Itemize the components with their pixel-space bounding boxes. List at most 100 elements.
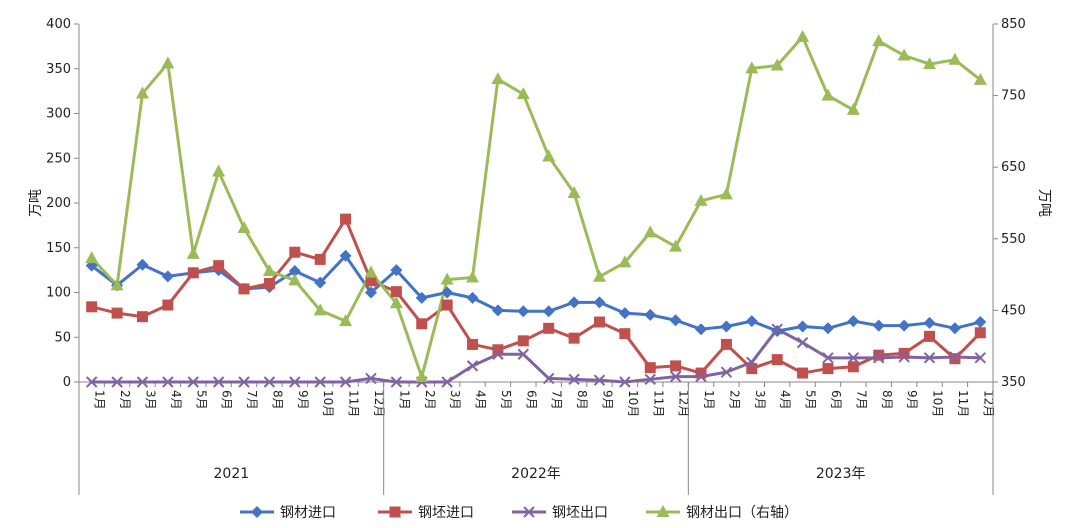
- x-marker-stroke: [619, 376, 631, 388]
- x-marker-stroke: [949, 351, 961, 363]
- data-point: [491, 72, 505, 85]
- data-point: [492, 348, 504, 360]
- legend-swatch-marker: [523, 506, 535, 518]
- x-tick-label: 10月: [321, 390, 335, 417]
- left-tick-label: 400: [46, 17, 71, 32]
- x-marker-stroke: [644, 373, 656, 386]
- data-point: [213, 260, 225, 272]
- x-marker-stroke: [873, 352, 885, 364]
- data-point: [364, 265, 378, 278]
- data-point: [949, 353, 961, 365]
- x-marker-stroke: [390, 376, 403, 388]
- data-point: [695, 370, 707, 383]
- right-tick-label: 450: [1001, 303, 1026, 318]
- data-point: [796, 320, 809, 333]
- data-point: [695, 367, 707, 379]
- data-point: [111, 307, 123, 319]
- data-point: [567, 185, 581, 198]
- data-point: [619, 376, 631, 388]
- data-point: [670, 360, 682, 372]
- data-point: [847, 361, 859, 373]
- data-point: [289, 376, 301, 388]
- data-point: [644, 362, 656, 374]
- x-tick-label: 6月: [220, 390, 234, 410]
- x-marker-stroke: [466, 360, 479, 372]
- legend-swatch-marker: [656, 505, 670, 517]
- year-label: 2021: [214, 466, 250, 482]
- x-marker-stroke: [162, 376, 174, 388]
- data-point: [873, 352, 885, 364]
- x-marker-stroke: [492, 348, 504, 360]
- left-tick-label: 200: [46, 196, 71, 211]
- data-point: [390, 376, 403, 388]
- data-point: [644, 308, 657, 321]
- data-point: [618, 307, 631, 320]
- x-tick-label: 4月: [474, 390, 488, 410]
- x-tick-label: 8月: [575, 390, 589, 410]
- data-point: [288, 273, 302, 286]
- data-point: [593, 374, 606, 386]
- data-point: [339, 249, 352, 262]
- x-tick-label: 8月: [880, 390, 894, 410]
- x-tick-label: 9月: [296, 390, 310, 410]
- x-marker-stroke: [111, 376, 123, 388]
- data-point: [237, 221, 251, 234]
- data-point: [516, 87, 530, 100]
- data-point: [517, 335, 529, 347]
- data-point: [898, 347, 910, 359]
- legend-entry: 钢材进口: [280, 505, 336, 521]
- data-point: [797, 367, 809, 379]
- data-point: [314, 276, 327, 289]
- data-point: [313, 303, 327, 316]
- x-tick-label: 7月: [854, 390, 868, 410]
- data-point: [262, 264, 276, 277]
- x-marker-stroke: [187, 376, 199, 388]
- left-tick-label: 300: [46, 107, 71, 122]
- data-point: [974, 327, 986, 339]
- legend-entry: 钢材出口（右轴）: [686, 505, 798, 521]
- x-tick-label: 1月: [397, 390, 411, 410]
- data-point: [542, 149, 556, 162]
- data-point: [949, 351, 961, 363]
- x-tick-label: 9月: [600, 390, 614, 410]
- x-tick-label: 3月: [143, 390, 157, 410]
- x-marker-stroke: [365, 372, 377, 385]
- data-point: [898, 319, 911, 332]
- x-tick-label: 2月: [727, 390, 741, 410]
- x-tick-label: 3月: [448, 390, 462, 410]
- x-marker-stroke: [289, 376, 301, 388]
- series-layer: [85, 29, 987, 388]
- data-point: [466, 270, 480, 283]
- data-point: [873, 349, 885, 361]
- x-tick-label: 11月: [651, 390, 665, 417]
- data-point: [339, 376, 352, 388]
- x-marker-stroke: [238, 376, 250, 388]
- data-point: [974, 316, 987, 329]
- data-point: [389, 296, 403, 309]
- data-point: [695, 323, 708, 336]
- data-point: [643, 225, 657, 238]
- data-point: [161, 270, 174, 283]
- data-point: [162, 376, 174, 388]
- x-tick-label: 7月: [245, 390, 259, 410]
- x-tick-label: 12月: [677, 390, 691, 417]
- data-point: [948, 322, 961, 335]
- data-point: [364, 286, 377, 299]
- axes: 0 50 100 150 200 250 300 350 400 350 450 550 650 750 8…: [46, 17, 1026, 495]
- data-point: [898, 351, 910, 363]
- data-point: [746, 363, 758, 375]
- data-point: [416, 318, 428, 330]
- x-marker-stroke: [517, 348, 530, 360]
- right-tick-label: 750: [1001, 89, 1026, 104]
- data-point: [136, 376, 149, 388]
- data-point: [390, 286, 402, 298]
- data-point: [314, 376, 326, 388]
- x-tick-label: 4月: [169, 390, 183, 410]
- legend-entry: 钢坯进口: [418, 505, 474, 521]
- right-axis-title: 万吨: [1036, 189, 1052, 217]
- data-point: [745, 61, 759, 74]
- data-point: [340, 213, 352, 225]
- x-tick-label: 2月: [423, 390, 437, 410]
- x-tick-label: 3月: [753, 390, 767, 410]
